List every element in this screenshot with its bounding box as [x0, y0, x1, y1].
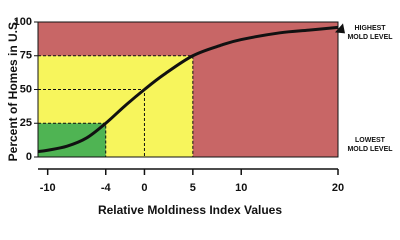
annotation: MOLD LEVEL [347, 34, 393, 41]
x-axis-title: Relative Moldiness Index Values [98, 203, 282, 217]
x-tick-label: 10 [235, 182, 247, 194]
x-tick-label: -10 [40, 182, 56, 194]
y-tick-label: 75 [20, 50, 32, 62]
guide-line [38, 55, 194, 157]
y-tick-label: 50 [20, 83, 32, 95]
annotation: HIGHEST [354, 25, 386, 32]
y-tick-label: 25 [20, 117, 32, 129]
line [37, 25, 339, 154]
x-tick-label: 0 [141, 182, 147, 194]
y-tick-label: 0 [26, 151, 32, 163]
annotation: MOLD LEVEL [347, 146, 393, 153]
zone [38, 123, 106, 157]
y-tick-label: 100 [14, 16, 32, 28]
y-axis-title: Percent of Homes in U.S. [6, 19, 20, 162]
page: Percent of Homes in U.S. Relative Moldin… [6, 15, 394, 218]
x-tick-label: 5 [190, 182, 196, 194]
annotation: LOWEST [355, 137, 386, 144]
chart: Percent of Homes in U.S. Relative Moldin… [6, 16, 393, 217]
x-tick-label: -4 [101, 182, 112, 194]
x-tick-label: 20 [332, 182, 344, 194]
